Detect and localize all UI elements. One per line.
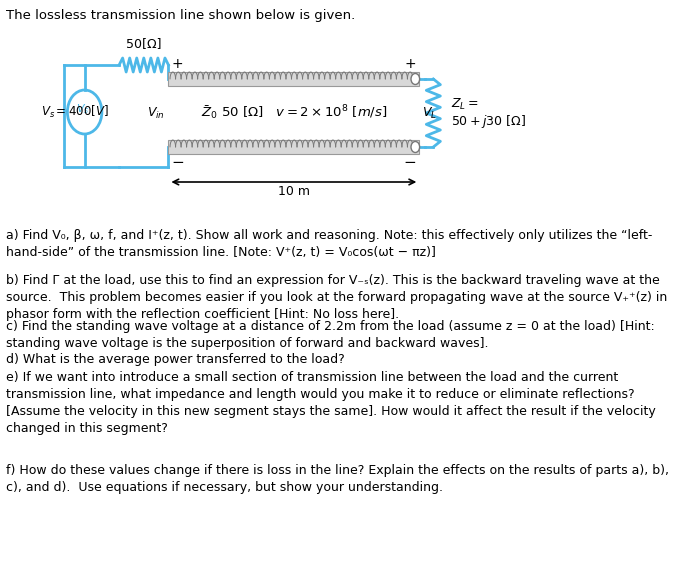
Text: −: − — [171, 155, 184, 170]
Text: d) What is the average power transferred to the load?: d) What is the average power transferred… — [6, 353, 345, 366]
Text: 50[Ω]: 50[Ω] — [126, 37, 161, 50]
Text: −: − — [404, 155, 416, 170]
Text: b) Find Γ at the load, use this to find an expression for V₋ₛ(z). This is the ba: b) Find Γ at the load, use this to find … — [6, 274, 668, 321]
Text: $Z_L =$: $Z_L =$ — [451, 96, 479, 112]
Bar — [169, 140, 419, 154]
Text: $V_{in}$: $V_{in}$ — [147, 105, 165, 121]
Text: $V_s = 400[V]$: $V_s = 400[V]$ — [40, 104, 109, 120]
Text: $50 + j30\ [\Omega]$: $50 + j30\ [\Omega]$ — [451, 113, 526, 130]
Text: 10 m: 10 m — [278, 185, 310, 198]
Text: The lossless transmission line shown below is given.: The lossless transmission line shown bel… — [6, 9, 356, 22]
Text: +: + — [404, 57, 416, 71]
Text: f) How do these values change if there is loss in the line? Explain the effects : f) How do these values change if there i… — [6, 464, 670, 494]
Text: $\bar{Z}_0\ 50\ [\Omega]\ \ \ v = 2\times10^8\ [m/s]$: $\bar{Z}_0\ 50\ [\Omega]\ \ \ v = 2\time… — [200, 104, 387, 122]
Bar — [169, 72, 419, 86]
Text: +: + — [171, 57, 183, 71]
Text: e) If we want into introduce a small section of transmission line between the lo: e) If we want into introduce a small sec… — [6, 371, 656, 435]
Text: $V_s$: $V_s$ — [76, 102, 89, 116]
Text: c) Find the standing wave voltage at a distance of 2.2m from the load (assume z : c) Find the standing wave voltage at a d… — [6, 320, 655, 350]
Text: a) Find V₀, β, ω, f, and I⁺(z, t). Show all work and reasoning. Note: this effec: a) Find V₀, β, ω, f, and I⁺(z, t). Show … — [6, 229, 653, 259]
Circle shape — [411, 74, 420, 84]
Text: $V_L$: $V_L$ — [423, 105, 437, 121]
Circle shape — [411, 142, 420, 153]
